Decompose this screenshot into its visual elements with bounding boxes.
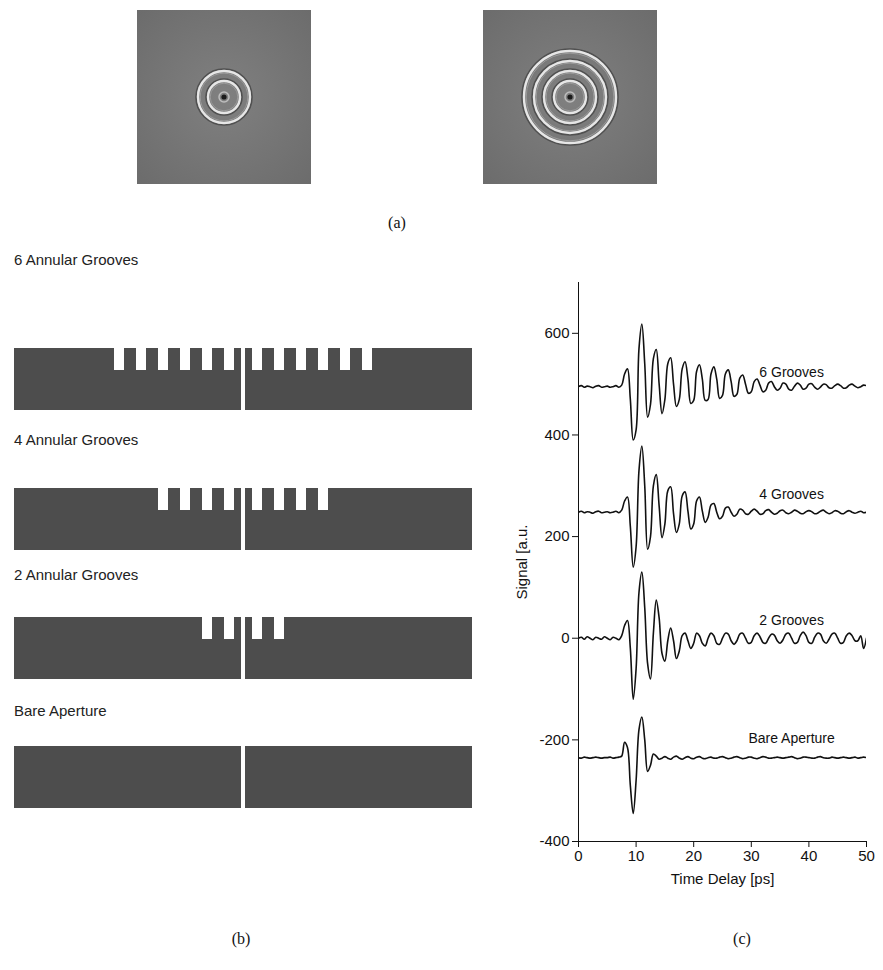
svg-text:0: 0 — [561, 629, 569, 646]
svg-text:Signal [a.u.: Signal [a.u. — [513, 524, 530, 599]
svg-text:6 Annular Grooves: 6 Annular Grooves — [14, 251, 138, 268]
svg-text:-400: -400 — [539, 832, 569, 849]
html-text:(c): (c) — [733, 930, 751, 947]
svg-text:2 Grooves: 2 Grooves — [759, 612, 824, 628]
svg-text:20: 20 — [685, 847, 702, 864]
svg-text:4 Annular Grooves: 4 Annular Grooves — [14, 431, 138, 448]
svg-text:0: 0 — [574, 847, 582, 864]
svg-text:50: 50 — [858, 847, 875, 864]
svg-text:Bare Aperture: Bare Aperture — [748, 730, 835, 746]
svg-text:-200: -200 — [539, 731, 569, 748]
svg-text:30: 30 — [743, 847, 760, 864]
svg-text:10: 10 — [628, 847, 645, 864]
html-text:(b): (b) — [231, 930, 251, 947]
svg-text:600: 600 — [544, 324, 569, 341]
svg-text:40: 40 — [801, 847, 818, 864]
svg-text:Time Delay [ps]: Time Delay [ps] — [671, 870, 775, 887]
svg-text:4 Grooves: 4 Grooves — [759, 486, 824, 502]
svg-text:200: 200 — [544, 527, 569, 544]
svg-text:Bare Aperture: Bare Aperture — [14, 702, 107, 719]
svg-text:400: 400 — [544, 426, 569, 443]
html-text:(a): (a) — [388, 214, 406, 231]
svg-text:6 Grooves: 6 Grooves — [759, 364, 824, 380]
svg-text:2 Annular Grooves: 2 Annular Grooves — [14, 566, 138, 583]
